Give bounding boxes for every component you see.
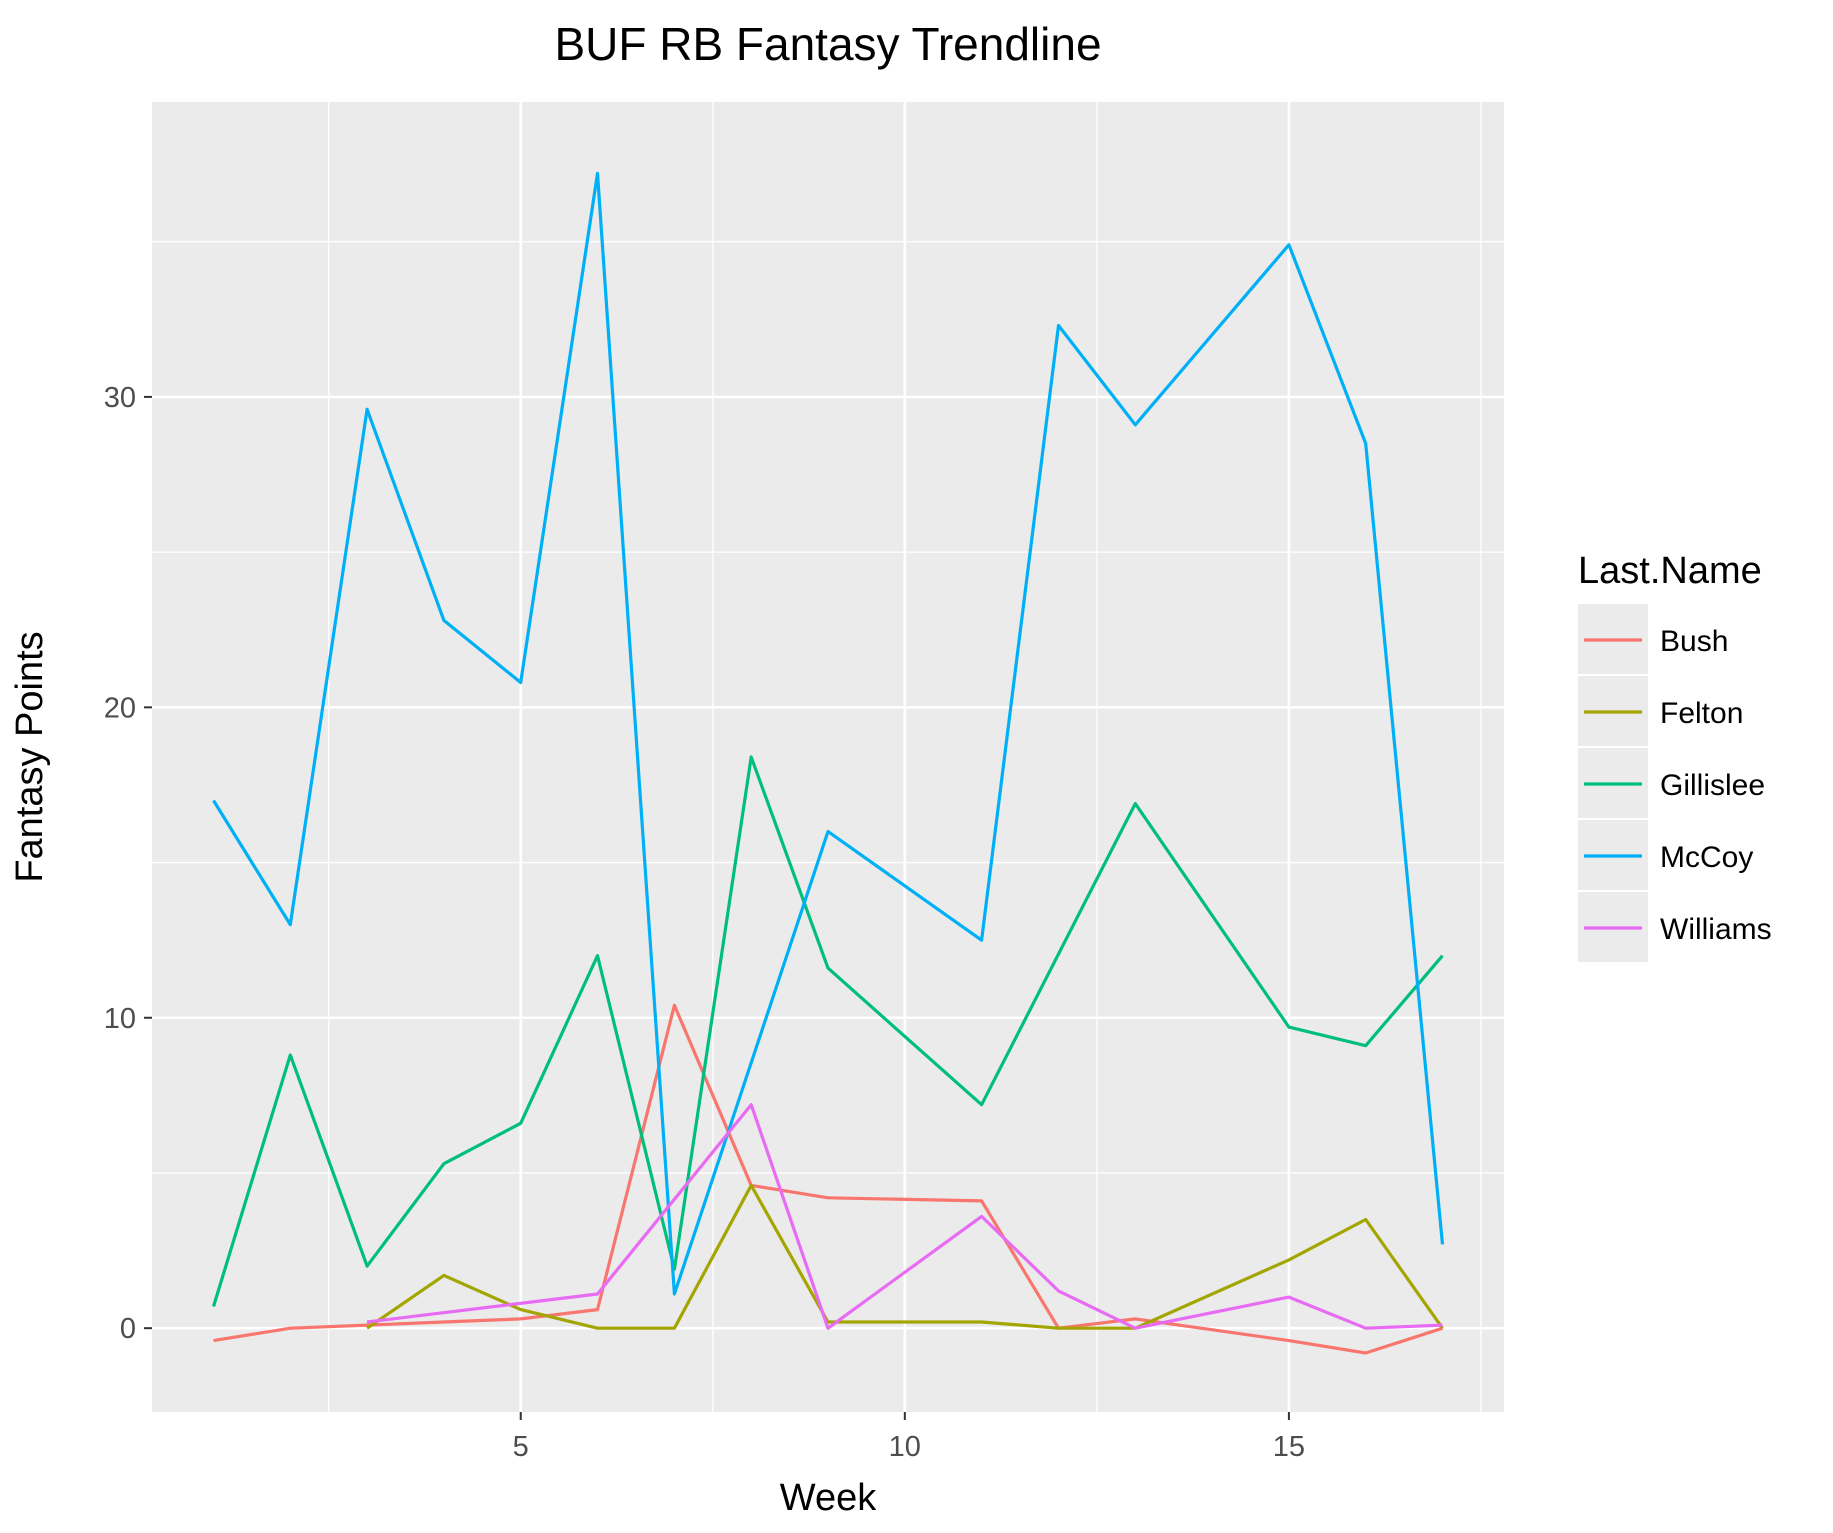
legend: Last.Name Bush Felton Gillislee McCoy Willia… <box>1578 550 1772 962</box>
y-tick-label: 0 <box>120 1313 136 1345</box>
legend-label-gillislee: Gillislee <box>1660 769 1765 802</box>
x-tick-label: 15 <box>1273 1431 1305 1463</box>
y-axis-title: Fantasy Points <box>9 631 51 882</box>
legend-label-williams: Williams <box>1660 913 1772 946</box>
x-axis-title: Week <box>780 1477 877 1519</box>
x-tick-label: 10 <box>889 1431 921 1463</box>
y-axis-ticks: 0 10 20 30 <box>104 382 152 1345</box>
x-axis-ticks: 5 10 15 <box>513 1412 1305 1463</box>
series-line-gillislee <box>211 755 1444 1307</box>
series-line-felton <box>366 1183 1444 1330</box>
series-line-mccoy <box>212 171 1445 1296</box>
legend-label-felton: Felton <box>1660 697 1743 730</box>
series-line-williams <box>366 1103 1443 1330</box>
major-gridlines <box>152 102 1504 1412</box>
y-tick-label: 20 <box>104 692 136 724</box>
x-tick-label: 5 <box>513 1431 529 1463</box>
legend-label-bush: Bush <box>1660 625 1728 658</box>
minor-gridlines <box>152 102 1504 1412</box>
legend-label-mccoy: McCoy <box>1660 841 1753 874</box>
series-lines <box>211 171 1445 1355</box>
y-tick-label: 30 <box>104 382 136 414</box>
chart-title: BUF RB Fantasy Trendline <box>554 18 1101 70</box>
legend-title: Last.Name <box>1578 550 1762 592</box>
plot-panel <box>152 102 1504 1412</box>
y-tick-label: 10 <box>104 1003 136 1035</box>
